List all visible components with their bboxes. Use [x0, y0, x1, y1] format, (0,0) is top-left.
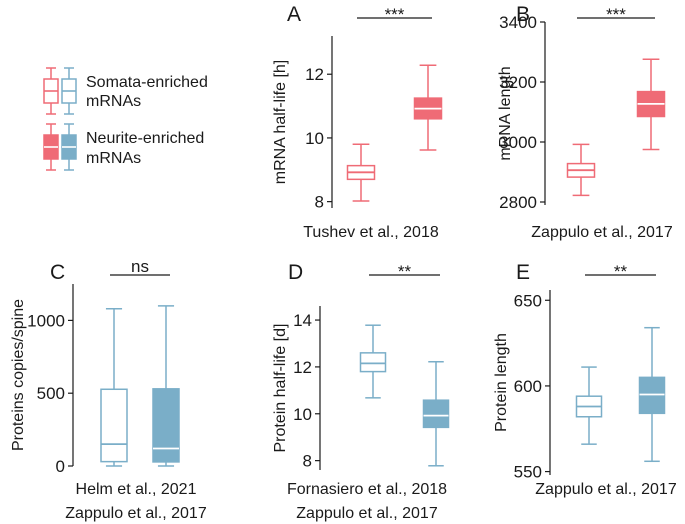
box-neurite [422, 361, 450, 467]
panel-label: B [516, 3, 530, 26]
y-axis-label: mRNA half-life [h] [272, 60, 289, 184]
iqr-box [152, 388, 180, 463]
panel-B: 2800 3000 3200 3400 mRNA length B *** Zappulo e… [497, 3, 673, 241]
y-tick-label: 14 [293, 311, 312, 330]
legend-somata-blue-icon [61, 67, 77, 115]
y-tick-label: 3000 [499, 133, 537, 152]
iqr-box [359, 352, 387, 373]
y-tick-label: 8 [315, 193, 324, 212]
box-neurite [413, 64, 443, 151]
y-tick-label: 1000 [27, 311, 65, 330]
box-somata [575, 366, 603, 445]
y-tick-label: 8 [303, 452, 312, 471]
source-label: Zappulo et al., 2017 [531, 224, 673, 241]
legend-neurite-label-line1: Neurite-enriched [86, 130, 204, 147]
source-label: Helm et al., 2021 [76, 481, 197, 498]
y-tick-label: 2800 [499, 193, 537, 212]
significance-label: *** [385, 5, 405, 24]
panel-E: 550 600 650 Protein length E ** Zappulo et al.… [493, 261, 677, 498]
significance-label: ns [131, 257, 149, 276]
significance-label: ** [398, 262, 412, 281]
y-tick-label: 10 [305, 129, 324, 148]
iqr-box [100, 388, 128, 463]
source-label: Zappulo et al., 2017 [65, 505, 207, 522]
panels: 8 10 12 mRNA half-life [h] A *** Tushev et al.… [10, 3, 677, 522]
legend-somata-icons [43, 67, 77, 115]
box-somata [359, 324, 387, 399]
legend: Somata-enriched mRNAs Neurite-enriched m… [43, 67, 208, 171]
y-tick-label: 12 [305, 65, 324, 84]
y-tick-label: 12 [293, 358, 312, 377]
box-somata [100, 308, 128, 467]
source-label: Tushev et al., 2018 [303, 224, 439, 241]
y-tick-label: 500 [37, 384, 65, 403]
significance-label: *** [606, 5, 626, 24]
y-tick-label: 550 [514, 463, 542, 482]
box-somata [566, 143, 596, 197]
y-tick-label: 10 [293, 405, 312, 424]
source-label: Zappulo et al., 2017 [296, 505, 438, 522]
y-axis-label: Proteins copies/spine [10, 299, 27, 451]
box-neurite [636, 58, 666, 151]
y-axis-label: Protein half-life [d] [272, 324, 289, 453]
legend-somata-label-line1: Somata-enriched [86, 74, 208, 91]
legend-neurite-label-line2: mRNAs [86, 150, 141, 167]
box-neurite [638, 326, 666, 463]
panel-label: D [288, 261, 303, 284]
source-label: Zappulo et al., 2017 [535, 481, 677, 498]
legend-somata-red-icon [43, 67, 59, 115]
legend-neurite-blue-icon [61, 123, 77, 171]
legend-neurite-red-icon [43, 123, 59, 171]
y-axis-label: Protein length [493, 333, 510, 432]
panel-label: E [516, 261, 530, 284]
box-somata [346, 143, 376, 202]
source-label: Fornasiero et al., 2018 [287, 481, 447, 498]
y-tick-label: 600 [514, 377, 542, 396]
y-tick-label: 3200 [499, 73, 537, 92]
significance-label: ** [614, 262, 628, 281]
panel-label: A [287, 3, 301, 26]
y-tick-label: 3400 [499, 13, 537, 32]
panel-A: 8 10 12 mRNA half-life [h] A *** Tushev et al.… [272, 3, 443, 241]
iqr-box [422, 399, 450, 429]
box-neurite [152, 305, 180, 467]
y-tick-label: 0 [56, 457, 65, 476]
legend-neurite-icons [43, 123, 77, 171]
y-axis-label: mRNA length [497, 66, 514, 160]
legend-somata-label-line2: mRNAs [86, 93, 141, 110]
panel-label: C [50, 261, 65, 284]
y-tick-label: 650 [514, 291, 542, 310]
